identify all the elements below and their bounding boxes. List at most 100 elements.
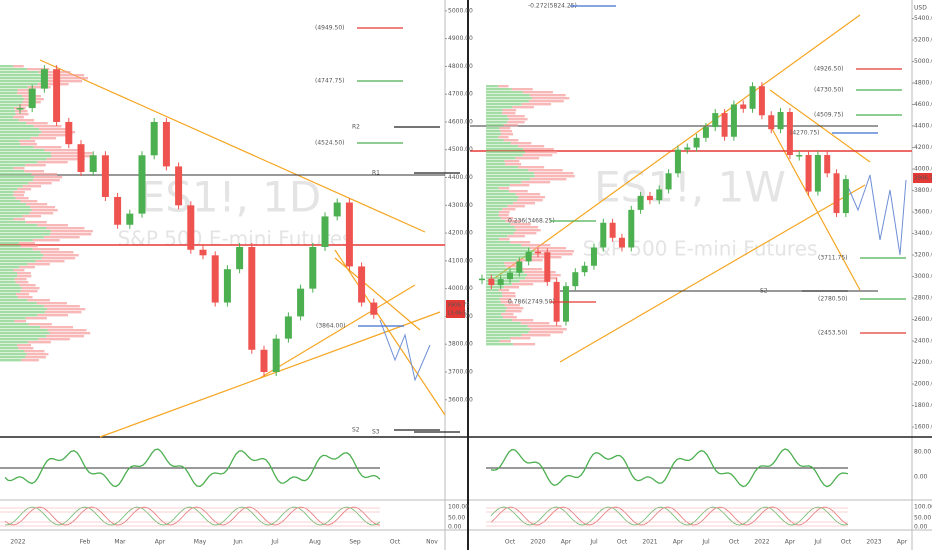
volume-profile-bar [509,184,530,187]
volume-profile-bar [511,88,533,91]
volume-profile-bar [486,94,530,97]
candle [53,69,61,122]
volume-profile-bar [486,256,528,259]
currency-label: USD [914,5,927,12]
volume-profile-bar [0,209,32,212]
volume-profile-bar [486,100,529,103]
candle [702,127,709,138]
volume-profile-bar [486,151,526,154]
candle [618,237,625,248]
volume-profile-bar [13,269,25,272]
trendline [259,284,416,379]
candle [572,272,579,287]
volume-profile-bar [48,77,88,80]
candle [175,166,183,206]
level-label: 0.786(2749.50) [508,299,555,306]
candle [562,286,569,322]
volume-profile-bar [29,212,54,215]
volume-profile-bar [0,86,28,89]
oscillator-line [4,506,381,526]
x-tick-label: Aug [309,539,321,546]
volume-profile-bar [17,296,33,299]
volume-profile-bar [0,179,33,182]
oscillator-line [490,506,849,526]
volume-profile-bar [0,215,23,218]
candle [590,247,597,266]
volume-profile-bar [0,71,39,74]
volume-profile-bar [486,112,503,115]
volume-profile-bar [510,337,531,340]
volume-profile-bar [486,328,531,331]
volume-profile-bar [0,224,38,227]
y-tick-label: 4900.00 [448,35,473,42]
watermark-desc: S&P 500 E-mini Futures [583,237,818,261]
volume-profile-bar [486,118,509,121]
volume-profile-bar [0,95,23,98]
volume-profile-bar [0,317,26,320]
volume-profile-bar [486,298,500,301]
volume-profile-bar [504,286,520,289]
candle [28,88,36,109]
oscillator-label: 0.00 [914,474,928,481]
volume-profile-bar [534,175,575,178]
level-label: S3 [372,429,380,436]
volume-profile-bar [486,214,499,217]
volume-profile-bar [28,323,52,326]
y-tick-label: 4500.00 [448,146,473,153]
candle [101,155,109,197]
volume-profile-bar [0,320,15,323]
volume-profile-bar [13,191,25,194]
x-tick-label: 2023 [866,539,881,546]
volume-profile-bar [25,356,46,359]
volume-profile-bar [530,328,567,331]
volume-profile-bar [13,167,25,170]
candle [637,195,644,210]
x-tick-label: 2020 [530,539,545,546]
x-tick-label: Jun [232,539,243,546]
volume-profile-bar [510,142,532,145]
volume-profile-bar [0,272,18,275]
volume-profile-bar [46,74,85,77]
volume-profile-bar [47,329,87,332]
volume-profile-bar [486,235,508,238]
trendline [39,59,426,233]
volume-profile-bar [486,343,513,346]
candle [211,255,219,303]
price-tag [446,300,465,318]
volume-profile-bar [486,337,511,340]
volume-profile-bar [486,97,532,100]
y-tick-label: 1800.00 [914,402,932,409]
volume-profile-bar [486,229,517,232]
volume-profile-bar [524,271,556,274]
last-price: 3906.75 [447,303,470,309]
candle [358,266,366,303]
y-tick-label: 5000.00 [914,58,932,65]
volume-profile-bar [0,305,44,308]
x-tick-label: Jul [589,539,598,546]
volume-profile-bar [486,178,531,181]
y-tick-label: 3200.00 [914,251,932,258]
oscillator-line [490,506,849,526]
volume-profile-bar [486,295,503,298]
volume-profile-bar [527,325,562,328]
volume-profile-bar [30,206,56,209]
volume-profile-bar [37,314,68,317]
volume-profile-bar [0,308,47,311]
y-tick-label: 5200.00 [914,36,932,43]
volume-profile-bar [486,205,508,208]
volume-profile-bar [39,128,72,131]
level-label: (4270.75) [790,130,820,137]
y-tick-label: 3700.00 [448,368,473,375]
volume-profile-bar [46,158,85,161]
volume-profile-bar [486,223,511,226]
volume-profile-bar [486,121,508,124]
volume-profile-bar [51,155,94,158]
volume-profile-bar [0,218,14,221]
volume-profile-bar [26,353,49,356]
volume-profile-bar [486,106,513,109]
volume-profile-bar [486,268,517,271]
volume-profile-bar [527,274,561,277]
x-tick-label: Feb [80,539,91,546]
volume-profile-bar [0,338,39,341]
